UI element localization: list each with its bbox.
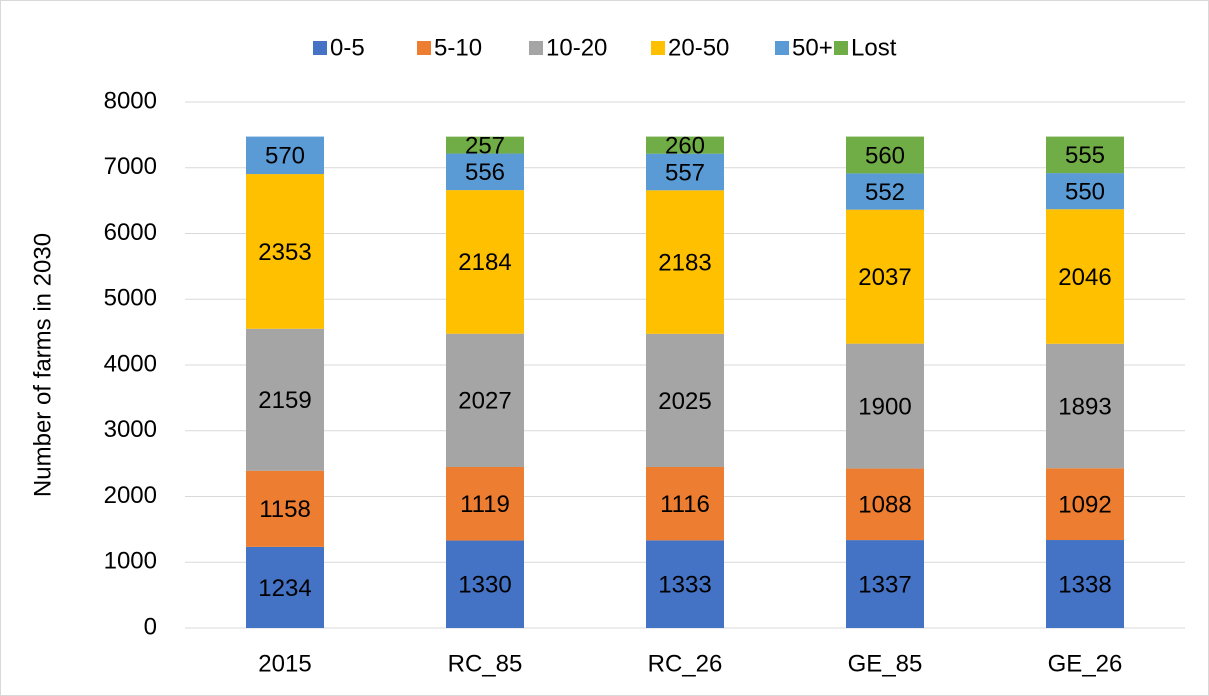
data-label: 2183 xyxy=(658,249,711,276)
data-label: 1158 xyxy=(259,496,311,523)
bar-segment xyxy=(646,190,724,334)
data-label: 557 xyxy=(665,159,705,186)
legend-swatch xyxy=(313,41,327,55)
bar-segment xyxy=(246,328,324,471)
y-tick-label: 3000 xyxy=(104,416,157,443)
bar-segment xyxy=(246,470,324,547)
data-label: 2025 xyxy=(658,388,711,415)
bar-segment xyxy=(1046,343,1124,469)
y-tick-label: 6000 xyxy=(104,219,157,246)
bar-segment xyxy=(246,546,324,628)
data-label: 1893 xyxy=(1058,393,1111,420)
y-tick-label: 2000 xyxy=(104,482,157,509)
legend-swatch xyxy=(834,41,848,55)
bar-segment xyxy=(246,174,324,329)
legend-label: 20-50 xyxy=(668,34,729,61)
data-label: 1338 xyxy=(1058,571,1111,598)
data-label: 2159 xyxy=(258,387,311,414)
bar-segment xyxy=(1046,468,1124,541)
x-tick-label: RC_26 xyxy=(648,650,723,677)
y-tick-label: 5000 xyxy=(104,285,157,312)
legend-label: 0-5 xyxy=(330,34,365,61)
bar-segment xyxy=(846,468,924,541)
bar-segment xyxy=(446,136,524,154)
data-label: 2184 xyxy=(458,249,511,276)
data-label: 1088 xyxy=(858,492,911,519)
x-tick-label: 2015 xyxy=(258,650,311,677)
bar-segment xyxy=(1046,136,1124,174)
legend-label: 10-20 xyxy=(546,34,607,61)
data-label: 1900 xyxy=(858,393,911,420)
legend-label: 5-10 xyxy=(434,34,482,61)
data-label: 1116 xyxy=(660,491,710,518)
bar-segment xyxy=(246,136,324,175)
bar-segment xyxy=(1046,540,1124,628)
legend-label: Lost xyxy=(851,34,897,61)
legend-label: 50+ xyxy=(792,34,833,61)
bar-segment xyxy=(1046,173,1124,210)
y-tick-label: 1000 xyxy=(104,548,157,575)
bar-segment xyxy=(646,153,724,191)
data-label: 556 xyxy=(465,159,505,186)
bar-segment xyxy=(446,540,524,628)
data-label: 1330 xyxy=(458,572,511,599)
data-label: 1119 xyxy=(460,491,510,518)
bar-segment xyxy=(846,209,924,344)
bar-segment xyxy=(846,173,924,210)
legend-swatch xyxy=(417,41,431,55)
bar-segment xyxy=(646,540,724,628)
data-label: 550 xyxy=(1065,179,1105,206)
data-label: 560 xyxy=(865,142,905,169)
bar-segment xyxy=(446,153,524,191)
y-axis-label: Number of farms in 2030 xyxy=(29,233,56,497)
legend-swatch xyxy=(529,41,543,55)
data-label: 570 xyxy=(265,143,305,170)
bar-segment xyxy=(446,466,524,541)
data-label: 2046 xyxy=(1058,264,1111,291)
bar-segment xyxy=(446,333,524,467)
y-tick-label: 0 xyxy=(144,613,157,640)
x-tick-label: GE_85 xyxy=(848,650,923,677)
bar-segment xyxy=(646,333,724,467)
bar-segment xyxy=(646,136,724,154)
data-label: 2037 xyxy=(858,264,911,291)
data-label: 555 xyxy=(1065,142,1105,169)
legend-swatch xyxy=(651,41,665,55)
bar-segment xyxy=(1046,209,1124,344)
data-label: 552 xyxy=(865,179,905,206)
data-label: 1333 xyxy=(658,572,711,599)
data-label: 1337 xyxy=(858,571,911,598)
data-label: 1234 xyxy=(258,575,311,602)
bar-segment xyxy=(446,190,524,334)
y-tick-label: 8000 xyxy=(104,87,157,114)
x-tick-label: GE_26 xyxy=(1048,650,1123,677)
y-tick-label: 7000 xyxy=(104,153,157,180)
legend-swatch xyxy=(775,41,789,55)
data-label: 2353 xyxy=(258,239,311,266)
data-label: 260 xyxy=(665,132,705,159)
x-tick-label: RC_85 xyxy=(448,650,523,677)
y-tick-label: 4000 xyxy=(104,350,157,377)
bar-segment xyxy=(846,343,924,469)
bar-segment xyxy=(846,136,924,174)
data-label: 257 xyxy=(465,132,505,159)
data-label: 2027 xyxy=(458,388,511,415)
bar-segment xyxy=(646,466,724,541)
data-label: 1092 xyxy=(1058,491,1111,518)
bar-segment xyxy=(846,540,924,628)
